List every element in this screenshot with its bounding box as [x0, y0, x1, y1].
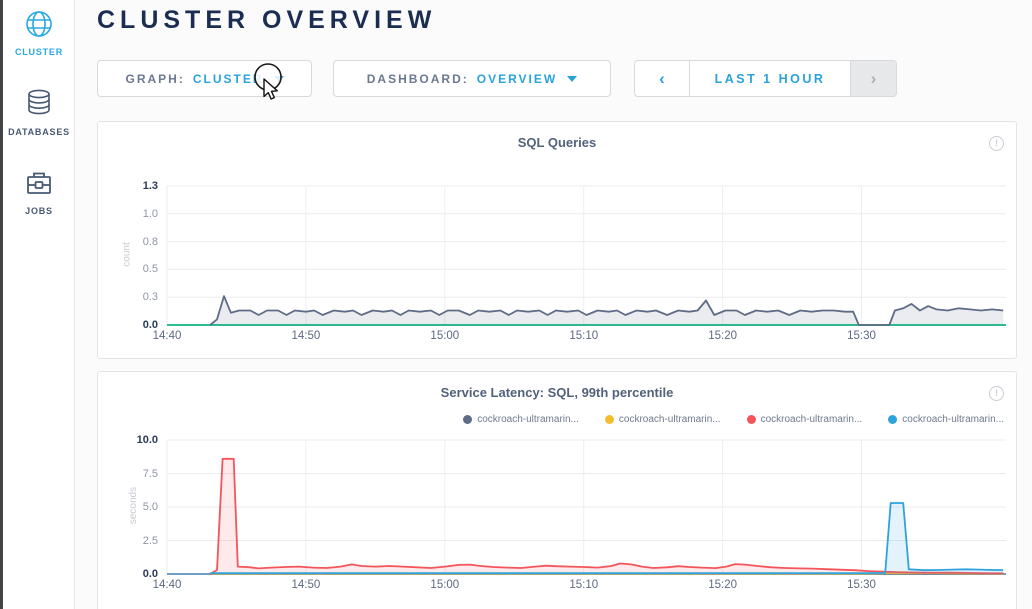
- dashboard-dropdown-value: OVERVIEW: [476, 71, 558, 86]
- x-axis-tick: 15:10: [569, 579, 599, 591]
- x-axis-tick: 15:20: [708, 330, 738, 342]
- y-axis-tick: 0.0: [142, 319, 158, 331]
- y-axis-tick: 2.5: [142, 534, 158, 547]
- y-axis-tick: 0.8: [142, 235, 158, 248]
- x-axis-tick: 15:20: [708, 579, 738, 591]
- sidebar-item-label: CLUSTER: [14, 47, 64, 57]
- legend-dot-icon: [604, 415, 614, 424]
- y-axis-tick: 0.0: [142, 568, 158, 580]
- sidebar-item-cluster[interactable]: CLUSTER: [3, 10, 75, 57]
- x-axis-tick: 15:30: [847, 330, 876, 342]
- legend-item[interactable]: cockroach-ultramarin...: [746, 414, 862, 425]
- info-icon[interactable]: !: [989, 136, 1004, 151]
- legend-item[interactable]: cockroach-ultramarin...: [888, 414, 1004, 425]
- y-axis-unit-label: seconds: [128, 486, 140, 525]
- x-axis-tick: 14:50: [291, 579, 321, 591]
- y-axis-unit-label: count: [121, 241, 133, 267]
- service-latency-card: 14:40 14:50 15:00 15:10 15:20 15:30 10.0 7.5 5.0…: [97, 371, 1017, 609]
- legend-dot-icon: [746, 415, 756, 424]
- legend-dot-icon: [888, 415, 898, 424]
- database-icon: [25, 89, 53, 122]
- main-content: CLUSTER OVERVIEW GRAPH: CLUSTER DASHBOAR…: [76, 0, 1032, 609]
- time-window-widget: ‹ LAST 1 HOUR ›: [634, 60, 897, 97]
- time-window-next-button: ›: [850, 61, 896, 96]
- sidebar-item-label: JOBS: [25, 206, 53, 216]
- x-axis-tick: 14:40: [152, 579, 182, 591]
- x-axis-tick: 15:00: [430, 330, 460, 342]
- x-axis-tick: 15:30: [847, 579, 876, 591]
- y-axis-tick: 0.5: [142, 263, 158, 276]
- sql-queries-card: 14:40 14:50 15:00 15:10 15:20 15:30 1.3 1.0 0.8 0…: [97, 121, 1017, 359]
- window-edge-strip: [0, 0, 3, 609]
- legend-item[interactable]: cockroach-ultramarin...: [604, 414, 721, 425]
- legend-item[interactable]: cockroach-ultramarin...: [463, 414, 579, 425]
- chart-title: SQL Queries: [517, 135, 597, 150]
- globe-icon: [25, 11, 53, 42]
- chart-legend: cockroach-ultramarin... cockroach-ultram…: [463, 414, 1004, 425]
- sidebar: CLUSTER DATABASES: [3, 0, 75, 609]
- dashboard-dropdown-label: DASHBOARD:: [366, 71, 469, 86]
- x-axis-tick: 14:40: [152, 330, 182, 342]
- y-axis-tick: 5.0: [142, 501, 158, 513]
- sidebar-item-label: DATABASES: [8, 127, 70, 137]
- sidebar-item-databases[interactable]: DATABASES: [3, 88, 75, 137]
- time-window-prev-button[interactable]: ‹: [635, 61, 690, 96]
- y-axis-tick: 0.3: [142, 291, 158, 304]
- y-axis-tick: 1.0: [142, 207, 158, 220]
- briefcase-icon: [25, 172, 53, 201]
- graph-dropdown-label: GRAPH:: [125, 71, 185, 86]
- y-axis-tick: 10.0: [136, 434, 158, 446]
- time-window-label[interactable]: LAST 1 HOUR: [714, 71, 826, 86]
- x-axis-tick: 15:10: [569, 330, 599, 342]
- x-axis-tick: 14:50: [291, 330, 321, 342]
- graph-dropdown-value: CLUSTER: [192, 71, 264, 86]
- sql-queries-chart: 14:40 14:50 15:00 15:10 15:20 15:30 1.3 1.0 0.8 0…: [98, 122, 1016, 360]
- chart-title: Service Latency: SQL, 99th percentile: [440, 385, 674, 400]
- dashboard-dropdown[interactable]: DASHBOARD: OVERVIEW: [333, 60, 611, 97]
- y-axis-tick: 7.5: [142, 467, 158, 480]
- graph-dropdown[interactable]: GRAPH: CLUSTER: [97, 60, 312, 97]
- page-title: CLUSTER OVERVIEW: [97, 6, 437, 34]
- info-icon[interactable]: !: [989, 386, 1004, 401]
- sidebar-item-jobs[interactable]: JOBS: [3, 170, 75, 216]
- x-axis-tick: 15:00: [430, 579, 460, 591]
- caret-down-icon: [273, 75, 284, 82]
- legend-dot-icon: [463, 415, 473, 424]
- service-latency-chart: 14:40 14:50 15:00 15:10 15:20 15:30 10.0 7.5 5.0…: [98, 372, 1016, 609]
- caret-down-icon: [567, 75, 578, 82]
- y-axis-tick: 1.3: [142, 180, 158, 192]
